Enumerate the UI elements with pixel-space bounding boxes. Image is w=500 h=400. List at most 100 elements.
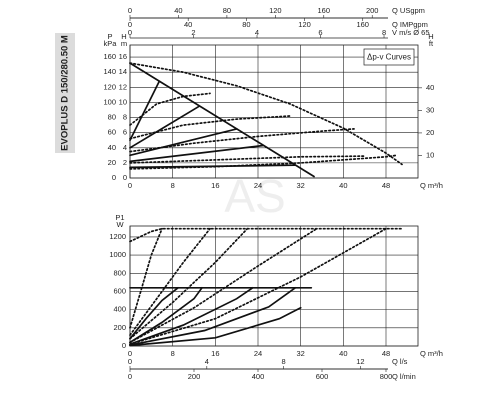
x-axis-label: Q m³/h: [420, 349, 443, 358]
x-axis-label: Q m³/h: [420, 181, 443, 190]
y-tick-label: 800: [113, 268, 126, 277]
curve: [129, 80, 161, 142]
curve: [129, 92, 211, 126]
x2-tick-label: 160: [318, 6, 331, 15]
y-tick-label: 1200: [109, 232, 126, 241]
y-tick-label: 600: [113, 286, 126, 295]
x-tick-label: 32: [296, 181, 304, 190]
x2-tick-label: 40: [184, 20, 192, 29]
curve: [129, 286, 179, 340]
x2-tick-label: 120: [298, 20, 311, 29]
curve: [129, 227, 403, 243]
x2-axis-label: Q IMPgpm: [392, 20, 428, 29]
x2-tick-label: 160: [356, 20, 369, 29]
y2-axis-unit: ft: [429, 39, 434, 48]
x-tick-label: 8: [171, 349, 175, 358]
x2-tick-label: 4: [205, 357, 209, 366]
x2-tick-label: 600: [316, 372, 329, 381]
curve: [129, 154, 398, 170]
y-tick-label: 1000: [109, 250, 126, 259]
curve: [129, 286, 297, 346]
x-tick-label: 40: [339, 181, 347, 190]
x-tick-label: 48: [382, 181, 390, 190]
x2-tick-label: 12: [356, 357, 364, 366]
curve: [129, 227, 249, 340]
y-tick-label: 100: [103, 97, 116, 106]
y2-axis-label: H: [428, 32, 433, 41]
x2-tick-label: 6: [318, 28, 322, 37]
y2-tick-label: 4: [123, 143, 127, 152]
y2-tick-label: 14: [119, 67, 127, 76]
y2-tick-label: 40: [426, 83, 434, 92]
x2-tick-label: 80: [242, 20, 250, 29]
y-tick-label: 140: [103, 67, 116, 76]
x-tick-label: 16: [211, 181, 219, 190]
y2-tick-label: 10: [119, 97, 127, 106]
curve: [129, 128, 355, 153]
y2-axis-label: H: [121, 32, 126, 41]
x2-axis-label: Q l/min: [392, 372, 416, 381]
y2-tick-label: 20: [426, 128, 434, 137]
curve: [129, 286, 254, 346]
y-tick-label: 0: [122, 341, 126, 350]
y-tick-label: 120: [103, 82, 116, 91]
x-tick-label: 0: [128, 349, 132, 358]
model-label: EVOPLUS D 150/280.50 M: [60, 35, 71, 151]
y-axis-label: P: [107, 32, 112, 41]
y-tick-label: 200: [113, 323, 126, 332]
curve: [129, 306, 302, 347]
legend-text: Δp-v Curves: [367, 53, 411, 62]
y-tick-label: 400: [113, 305, 126, 314]
x-tick-label: 48: [382, 349, 390, 358]
x2-tick-label: 0: [128, 20, 132, 29]
x2-tick-label: 0: [128, 28, 132, 37]
curve: [129, 286, 203, 344]
curve: [129, 62, 403, 166]
y2-tick-label: 6: [123, 128, 127, 137]
y-tick-label: 60: [108, 128, 116, 137]
x2-axis-label: V m/s Ø 65: [392, 28, 430, 37]
curve: [129, 227, 318, 344]
x2-tick-label: 120: [269, 6, 282, 15]
legend-box: [363, 48, 415, 66]
y2-tick-label: 2: [123, 158, 127, 167]
x-tick-label: 40: [339, 349, 347, 358]
y2-axis-unit: m: [121, 39, 127, 48]
x2-tick-label: 200: [188, 372, 201, 381]
x2-tick-label: 0: [128, 357, 132, 366]
y-tick-label: 40: [108, 143, 116, 152]
x2-tick-label: 80: [223, 6, 231, 15]
curve: [129, 115, 291, 140]
model-box: [55, 33, 75, 153]
curve: [129, 164, 297, 169]
y2-tick-label: 8: [123, 113, 127, 122]
y2-tick-label: 30: [426, 105, 434, 114]
x-tick-label: 8: [171, 181, 175, 190]
curve: [129, 105, 201, 149]
x2-tick-label: 2: [191, 28, 195, 37]
y-tick-label: 20: [108, 158, 116, 167]
y-axis-unit: W: [116, 220, 124, 229]
x-tick-label: 0: [128, 181, 132, 190]
watermark: AS: [224, 170, 285, 222]
curve: [129, 155, 366, 164]
x2-tick-label: 4: [255, 28, 259, 37]
y2-tick-label: 0: [123, 173, 127, 182]
x-tick-label: 32: [296, 349, 304, 358]
curve: [129, 144, 265, 163]
x2-tick-label: 400: [252, 372, 265, 381]
y2-tick-label: 10: [426, 150, 434, 159]
y2-tick-label: 12: [119, 82, 127, 91]
x-tick-label: 24: [254, 181, 262, 190]
x2-tick-label: 0: [128, 6, 132, 15]
x2-tick-label: 200: [366, 6, 379, 15]
y2-tick-label: 16: [119, 52, 127, 61]
x2-tick-label: 800: [380, 372, 393, 381]
x2-tick-label: 0: [128, 372, 132, 381]
x2-tick-label: 40: [174, 6, 182, 15]
x-tick-label: 24: [254, 349, 262, 358]
curve: [129, 227, 211, 336]
curve: [129, 227, 163, 329]
